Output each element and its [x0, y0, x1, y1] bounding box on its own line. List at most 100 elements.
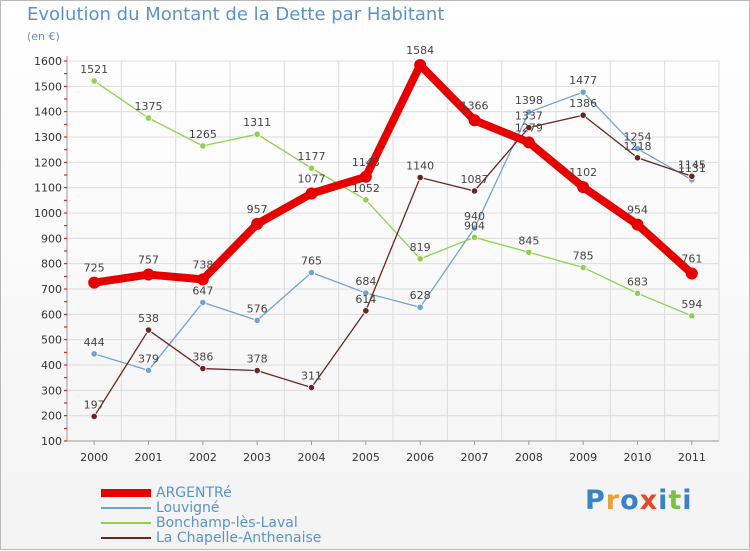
data-point [253, 316, 261, 325]
data-point [199, 142, 207, 150]
data-point [525, 108, 533, 116]
data-label: 1279 [515, 121, 543, 134]
legend-item: ARGENTRé [101, 484, 321, 501]
data-point [579, 88, 587, 96]
logo-letter: t [668, 485, 683, 516]
data-label: 1145 [678, 158, 706, 171]
data-point [522, 136, 535, 149]
data-point [633, 154, 642, 162]
chart-subtitle: (en €) [27, 30, 60, 43]
data-label: 594 [681, 298, 702, 311]
data-point [416, 255, 424, 263]
data-label: 757 [138, 254, 159, 267]
legend-label: Louvigné [156, 499, 220, 516]
logo-letter: r [605, 485, 621, 516]
series-line-2 [93, 80, 693, 317]
data-point [307, 268, 316, 277]
data-label: 1077 [298, 172, 326, 185]
data-label: 1366 [461, 99, 489, 112]
x-tick-label: 2001 [135, 451, 163, 464]
x-tick-label: 2003 [243, 451, 271, 464]
data-label: 197 [84, 398, 105, 411]
data-point [362, 307, 370, 315]
x-tick-label: 2008 [515, 451, 543, 464]
logo-letter: o [620, 485, 640, 516]
data-label: 765 [301, 255, 322, 268]
data-point [144, 114, 153, 122]
y-tick-label: 400 [41, 359, 62, 372]
data-point [362, 196, 370, 204]
legend-item: La Chapelle-Anthenaise [101, 529, 322, 546]
data-label: 386 [192, 351, 213, 364]
data-label: 1102 [569, 166, 597, 179]
data-point [199, 298, 207, 307]
series-line-0 [90, 61, 696, 287]
legend-swatch [101, 506, 151, 509]
y-tick-label: 600 [41, 308, 62, 321]
data-point [251, 217, 264, 230]
data-point [90, 412, 98, 421]
logo-letter: P [585, 485, 606, 516]
data-label: 683 [627, 275, 648, 288]
data-point [305, 187, 318, 200]
y-tick-label: 1500 [34, 80, 62, 93]
y-tick-label: 1400 [34, 106, 62, 119]
data-label: 1398 [515, 94, 543, 107]
data-label: 940 [464, 210, 485, 223]
data-label: 1477 [569, 74, 597, 87]
legend-label: La Chapelle-Anthenaise [156, 529, 322, 546]
data-label: 1087 [461, 173, 489, 186]
data-label: 845 [518, 234, 539, 247]
y-tick-label: 100 [41, 435, 62, 448]
data-label: 1177 [298, 150, 326, 163]
y-tick-label: 1300 [34, 131, 62, 144]
data-label: 1131 [678, 162, 706, 175]
data-label: 1254 [624, 131, 652, 144]
y-tick-label: 1200 [34, 156, 62, 169]
data-label: 684 [355, 275, 376, 288]
legend-swatch [101, 521, 151, 524]
data-point [88, 276, 101, 289]
series-line-1 [93, 91, 693, 371]
data-point [359, 170, 372, 183]
data-label: 444 [84, 336, 105, 349]
data-point [199, 364, 207, 373]
y-tick-label: 500 [41, 334, 62, 347]
data-label: 1143 [352, 156, 380, 169]
data-point [362, 289, 370, 297]
data-point [416, 303, 424, 311]
data-point [470, 187, 479, 195]
x-tick-label: 2007 [461, 451, 489, 464]
x-tick-label: 2010 [624, 451, 652, 464]
data-label: 785 [573, 249, 594, 262]
data-point [525, 124, 533, 132]
data-point [633, 289, 642, 297]
y-tick-label: 200 [41, 410, 62, 423]
data-label: 1521 [80, 63, 108, 76]
x-tick-label: 2011 [678, 451, 706, 464]
data-point [253, 366, 261, 375]
legend-swatch [101, 536, 151, 539]
y-tick-label: 1000 [34, 207, 62, 220]
data-point [577, 181, 590, 194]
data-point [631, 218, 644, 231]
data-label: 1375 [135, 100, 163, 113]
data-point [633, 145, 642, 153]
y-tick-label: 1100 [34, 182, 62, 195]
data-point [688, 312, 696, 320]
x-tick-label: 2009 [569, 451, 597, 464]
data-point [90, 350, 98, 358]
data-point [579, 263, 587, 272]
legend-swatch [101, 488, 151, 497]
logo-letter: i [658, 485, 669, 516]
legend-label: ARGENTRé [156, 484, 232, 501]
data-point [688, 172, 696, 180]
data-label: 1337 [515, 110, 543, 123]
data-point [307, 383, 316, 392]
y-tick-label: 800 [41, 258, 62, 271]
data-point [414, 59, 427, 72]
data-point [196, 273, 209, 286]
data-label: 738 [192, 258, 213, 271]
